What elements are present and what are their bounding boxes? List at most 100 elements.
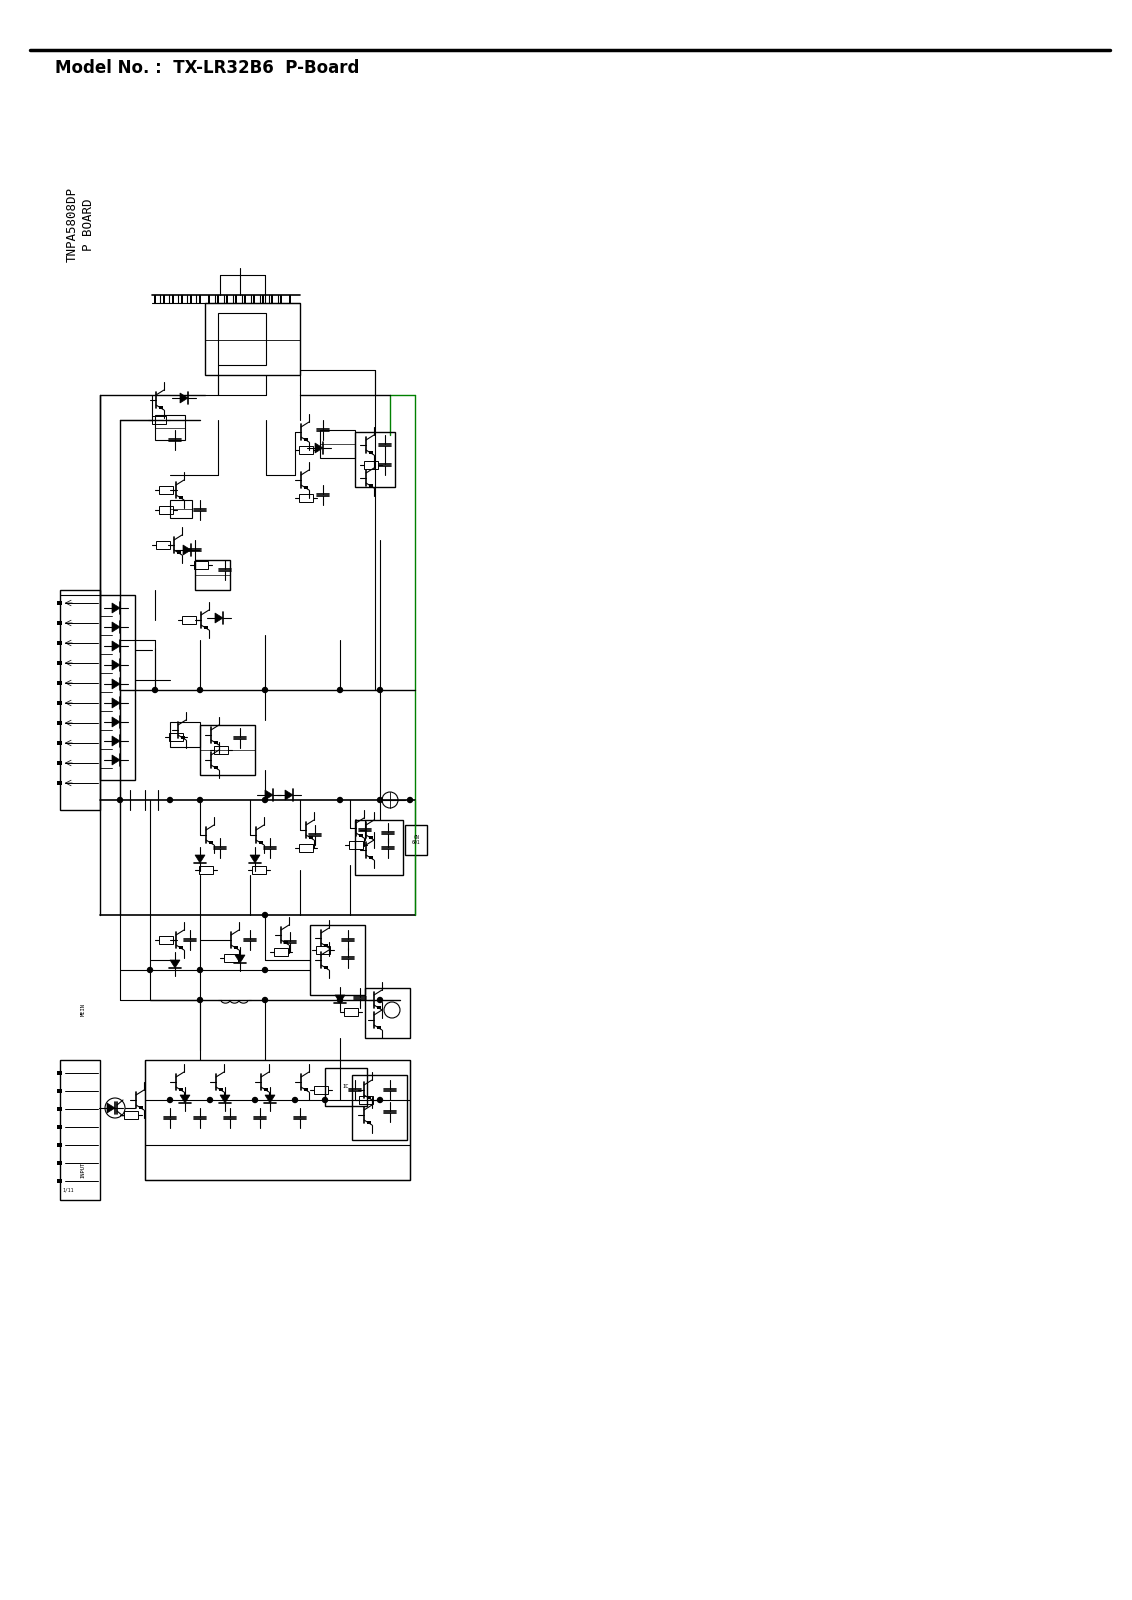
Bar	[359, 1096, 374, 1104]
Bar	[235, 294, 237, 302]
Bar	[209, 842, 213, 845]
Circle shape	[263, 997, 267, 1003]
Bar	[195, 560, 230, 590]
Bar	[199, 866, 213, 874]
Bar	[369, 451, 374, 454]
Circle shape	[377, 1098, 383, 1102]
Bar	[314, 1086, 328, 1094]
Circle shape	[207, 1098, 213, 1102]
Bar	[205, 302, 300, 374]
Bar	[377, 1006, 381, 1010]
Bar	[170, 499, 192, 518]
Bar	[305, 486, 308, 490]
Bar	[139, 1106, 143, 1109]
Bar	[320, 430, 355, 458]
Circle shape	[153, 688, 157, 693]
Bar	[125, 1110, 138, 1118]
Polygon shape	[112, 603, 120, 613]
Bar	[324, 966, 328, 970]
Bar	[344, 1008, 358, 1016]
Bar	[261, 294, 264, 302]
Bar	[325, 1069, 367, 1106]
Bar	[57, 762, 62, 765]
Polygon shape	[112, 622, 120, 632]
Bar	[284, 941, 288, 944]
Bar	[200, 725, 255, 774]
Polygon shape	[180, 1094, 190, 1102]
Bar	[100, 595, 135, 781]
Bar	[156, 541, 170, 549]
Bar	[177, 550, 181, 554]
Circle shape	[197, 968, 203, 973]
Bar	[60, 1059, 100, 1200]
Bar	[289, 294, 291, 302]
Bar	[218, 314, 266, 365]
Bar	[57, 682, 62, 685]
Bar	[158, 486, 173, 494]
Circle shape	[118, 797, 122, 803]
Circle shape	[263, 912, 267, 917]
Bar	[57, 722, 62, 725]
Bar	[245, 294, 246, 302]
Polygon shape	[285, 790, 293, 800]
Bar	[154, 294, 156, 302]
Circle shape	[377, 688, 383, 693]
Bar	[224, 954, 238, 962]
Bar	[57, 1125, 62, 1130]
Bar	[214, 766, 218, 770]
Text: MEIN: MEIN	[80, 1003, 86, 1016]
Bar	[158, 506, 173, 514]
Bar	[57, 621, 62, 626]
Text: INPUT: INPUT	[80, 1162, 86, 1178]
Polygon shape	[108, 1102, 115, 1114]
Bar	[299, 845, 314, 851]
Circle shape	[292, 1098, 298, 1102]
Polygon shape	[112, 755, 120, 765]
Circle shape	[408, 797, 412, 803]
Bar	[57, 1070, 62, 1075]
Bar	[57, 1090, 62, 1093]
Polygon shape	[250, 854, 260, 862]
Circle shape	[168, 1098, 172, 1102]
Bar	[57, 1142, 62, 1147]
Circle shape	[263, 688, 267, 693]
Bar	[310, 925, 365, 995]
Text: CN
601: CN 601	[412, 835, 420, 845]
Bar	[264, 1088, 268, 1091]
Bar	[369, 856, 374, 859]
Polygon shape	[112, 736, 120, 746]
Bar	[324, 944, 328, 947]
Bar	[155, 414, 185, 440]
Circle shape	[197, 688, 203, 693]
Bar	[305, 438, 308, 442]
Bar	[57, 781, 62, 786]
Circle shape	[323, 1098, 327, 1102]
Bar	[365, 987, 410, 1038]
Bar	[299, 446, 314, 454]
Bar	[179, 1088, 183, 1091]
Bar	[194, 562, 208, 570]
Bar	[57, 1162, 62, 1165]
Bar	[259, 842, 263, 845]
Bar	[309, 835, 314, 838]
Polygon shape	[195, 854, 205, 862]
Circle shape	[263, 797, 267, 803]
Circle shape	[337, 688, 343, 693]
Polygon shape	[170, 960, 180, 968]
Circle shape	[377, 997, 383, 1003]
Circle shape	[168, 797, 172, 803]
Text: 1/11: 1/11	[62, 1187, 74, 1192]
Bar	[405, 826, 427, 854]
Bar	[179, 946, 183, 949]
Bar	[359, 834, 363, 837]
Polygon shape	[112, 642, 120, 651]
Bar	[226, 294, 228, 302]
Bar	[252, 866, 266, 874]
Bar	[204, 626, 208, 629]
Circle shape	[147, 968, 153, 973]
Bar	[369, 483, 374, 486]
Bar	[214, 741, 218, 744]
Bar	[163, 294, 165, 302]
Bar	[218, 1088, 223, 1091]
Polygon shape	[180, 394, 188, 403]
